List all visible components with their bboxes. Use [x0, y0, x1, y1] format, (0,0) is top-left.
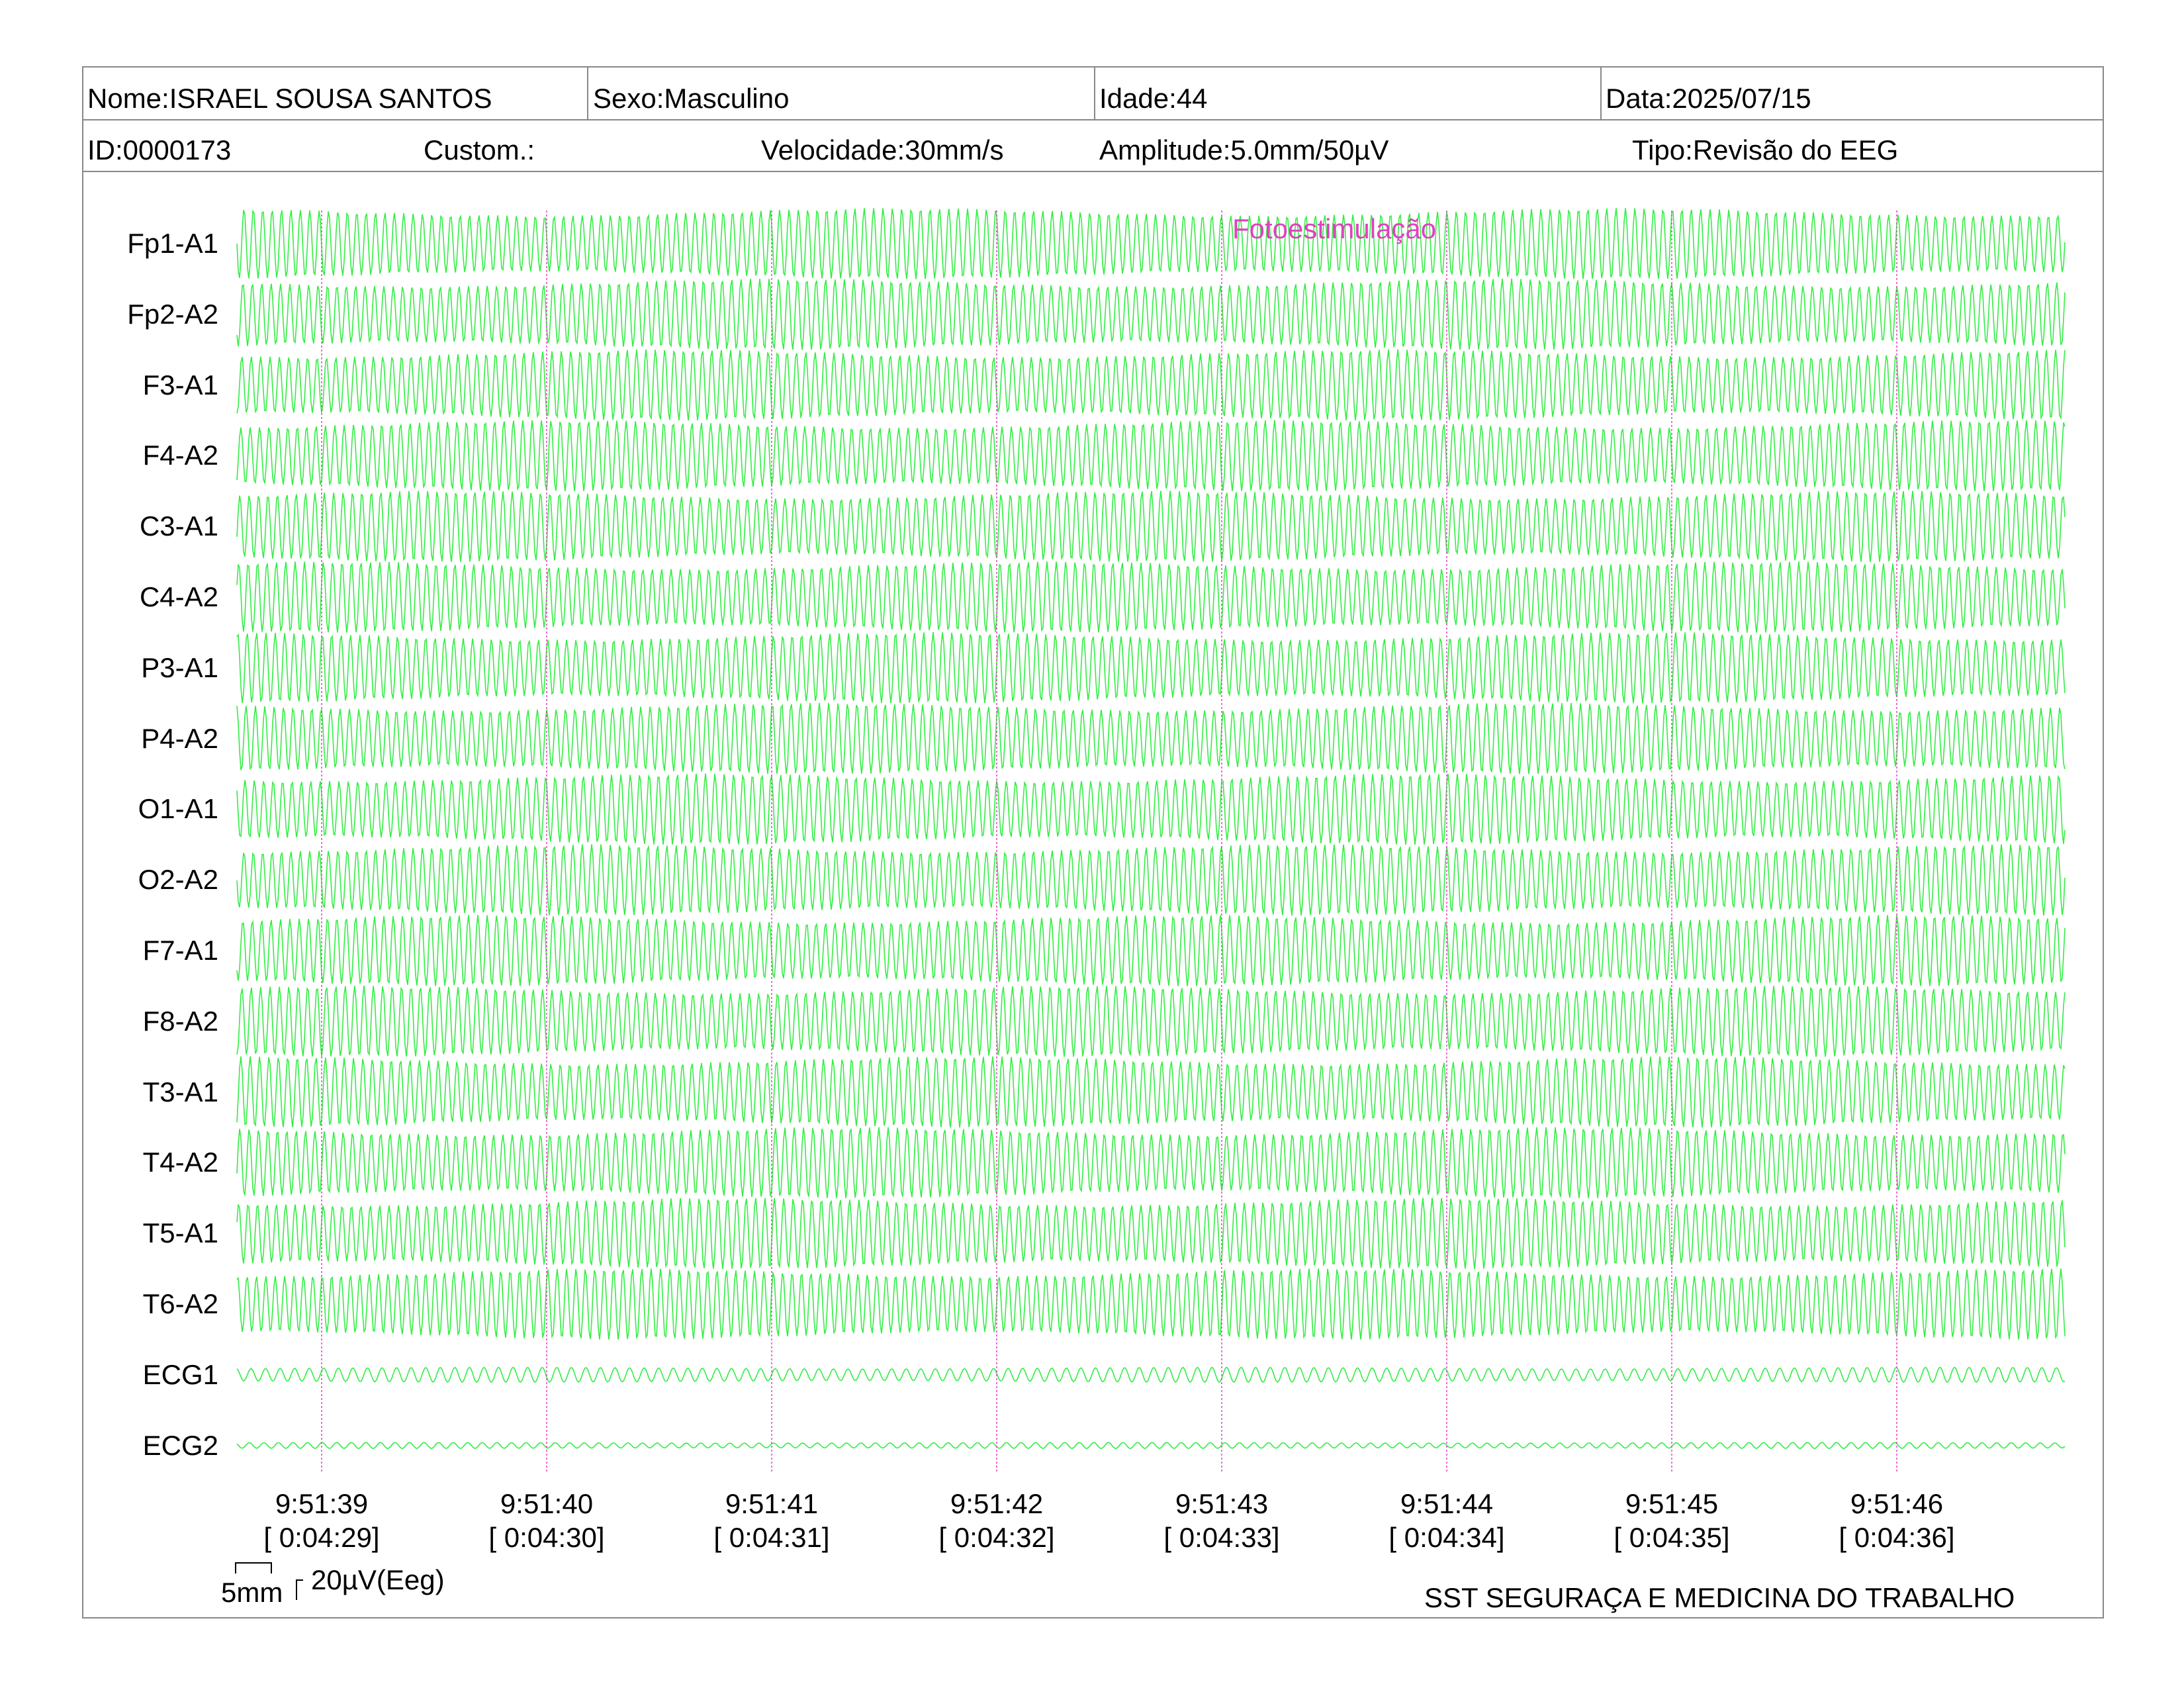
- channel-label: T6-A2: [142, 1288, 218, 1319]
- time-scale-label: 5mm: [221, 1577, 283, 1608]
- tick-clock-label: 9:51:43: [1175, 1488, 1269, 1519]
- channel-label: ECG1: [142, 1358, 218, 1390]
- tick-elapsed-label: [ 0:04:29]: [263, 1522, 380, 1553]
- channel-trace: [236, 491, 2066, 562]
- custom-field: Custom.:: [424, 134, 535, 165]
- tick-elapsed-label: [ 0:04:36]: [1839, 1522, 1955, 1553]
- channel-label: T4-A2: [142, 1147, 218, 1178]
- tick-clock-label: 9:51:41: [725, 1488, 819, 1519]
- channel-trace: [236, 632, 2066, 704]
- tick-elapsed-label: [ 0:04:33]: [1163, 1522, 1280, 1553]
- channel-trace: [236, 420, 2066, 492]
- tick-clock-label: 9:51:45: [1625, 1488, 1719, 1519]
- channel-label: Fp2-A2: [127, 298, 218, 330]
- channel-label: F4-A2: [142, 440, 218, 471]
- channel-label: T5-A1: [142, 1217, 218, 1249]
- channel-trace: [236, 1366, 2066, 1383]
- channel-trace: [236, 1268, 2066, 1340]
- tick-clock-label: 9:51:44: [1400, 1488, 1494, 1519]
- scale-bar-icon: [235, 1562, 303, 1600]
- channel-trace: [236, 1197, 2066, 1269]
- channel-trace: [236, 986, 2066, 1057]
- channel-label: O1-A1: [138, 793, 218, 825]
- photic-stimulation-marker: Fotoestimulação: [1232, 213, 1437, 244]
- channel-label: F3-A1: [142, 369, 218, 400]
- channel-trace: [236, 1442, 2066, 1449]
- channel-trace: [236, 208, 2066, 279]
- paper-speed: Velocidade:30mm/s: [761, 134, 1004, 165]
- channel-label: C4-A2: [139, 581, 218, 612]
- tick-clock-label: 9:51:39: [275, 1488, 369, 1519]
- channel-trace: [236, 1056, 2066, 1128]
- header-col-divider: [587, 66, 588, 119]
- channel-label: F8-A2: [142, 1005, 218, 1037]
- channel-label: F7-A1: [142, 935, 218, 966]
- amplitude-scale-label: 20µV(Eeg): [311, 1564, 445, 1595]
- channel-trace: [236, 702, 2066, 774]
- channel-label: P4-A2: [141, 722, 218, 754]
- tick-elapsed-label: [ 0:04:32]: [938, 1522, 1055, 1553]
- channel-trace: [236, 561, 2066, 633]
- channel-label: O2-A2: [138, 864, 218, 896]
- patient-sex: Sexo:Masculino: [593, 83, 790, 114]
- patient-name: Nome:ISRAEL SOUSA SANTOS: [87, 83, 492, 114]
- channel-trace: [236, 773, 2066, 845]
- patient-age: Idade:44: [1099, 83, 1208, 114]
- channel-trace: [236, 844, 2066, 915]
- tick-clock-label: 9:51:40: [500, 1488, 594, 1519]
- channel-trace: [236, 915, 2066, 986]
- header-col-divider: [1600, 66, 1602, 119]
- header-col-divider: [1094, 66, 1095, 119]
- tick-elapsed-label: [ 0:04:34]: [1388, 1522, 1505, 1553]
- header-row-divider: [82, 119, 2104, 120]
- channel-label: ECG2: [142, 1429, 218, 1461]
- channel-trace: [236, 279, 2066, 350]
- patient-id: ID:0000173: [87, 134, 232, 165]
- channel-label: T3-A1: [142, 1076, 218, 1107]
- clinic-name: SST SEGURAÇA E MEDICINA DO TRABALHO: [1424, 1582, 2015, 1613]
- report-frame: [82, 66, 2104, 1618]
- channel-label: C3-A1: [139, 510, 218, 542]
- channel-trace: [236, 1127, 2066, 1199]
- amplitude-setting: Amplitude:5.0mm/50µV: [1099, 134, 1389, 165]
- tick-elapsed-label: [ 0:04:31]: [713, 1522, 830, 1553]
- tick-elapsed-label: [ 0:04:35]: [1614, 1522, 1730, 1553]
- header-bottom-divider: [82, 171, 2104, 172]
- tick-elapsed-label: [ 0:04:30]: [488, 1522, 605, 1553]
- tick-clock-label: 9:51:46: [1850, 1488, 1944, 1519]
- record-type: Tipo:Revisão do EEG: [1632, 134, 1899, 165]
- tick-clock-label: 9:51:42: [950, 1488, 1044, 1519]
- record-date: Data:2025/07/15: [1606, 83, 1811, 114]
- channel-label: P3-A1: [141, 651, 218, 683]
- channel-label: Fp1-A1: [127, 228, 218, 259]
- channel-trace: [236, 349, 2066, 421]
